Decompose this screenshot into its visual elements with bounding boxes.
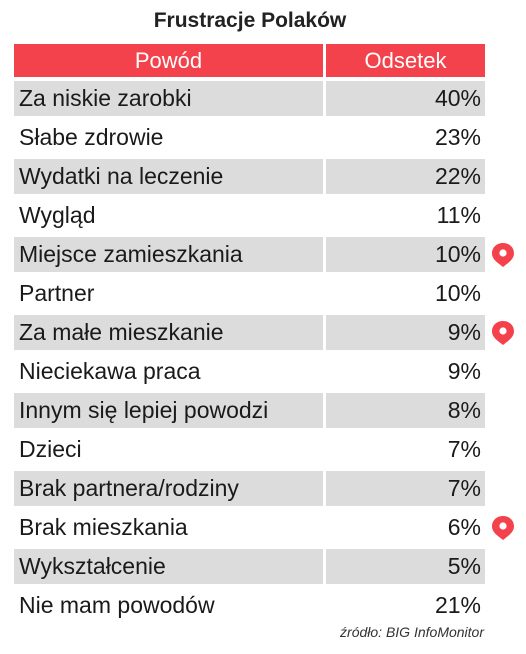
- reason-cell: Wygląd: [19, 202, 96, 228]
- percent-cell: 23%: [434, 124, 481, 150]
- reason-cell: Brak mieszkania: [19, 514, 188, 540]
- location-pin-icon: [492, 321, 514, 345]
- reason-cell: Słabe zdrowie: [19, 124, 164, 150]
- table-row: Wygląd 11%: [14, 198, 485, 233]
- percent-cell: 8%: [326, 393, 485, 428]
- reason-cell: Wykształcenie: [14, 549, 323, 584]
- source-note: źródło: BIG InfoMonitor: [340, 624, 484, 640]
- reason-cell: Innym się lepiej powodzi: [14, 393, 323, 428]
- reason-cell: Brak partnera/rodziny: [14, 471, 323, 506]
- reason-cell: Partner: [19, 280, 95, 306]
- percent-cell: 10%: [434, 280, 481, 306]
- percent-cell: 11%: [436, 202, 481, 228]
- percent-cell: 7%: [447, 436, 481, 462]
- percent-cell: 6%: [447, 514, 481, 540]
- percent-cell: 21%: [434, 592, 481, 618]
- table-row: Za małe mieszkanie 9%: [14, 315, 514, 350]
- table-row: Wykształcenie 5%: [14, 549, 485, 584]
- table-row: Innym się lepiej powodzi 8%: [14, 393, 485, 428]
- table-row: Brak partnera/rodziny 7%: [14, 471, 485, 506]
- table-row: Nie mam powodów 21%: [14, 588, 485, 623]
- table-row: Za niskie zarobki 40%: [14, 81, 485, 116]
- location-pin-icon: [492, 243, 514, 267]
- frustrations-table: Powód Odsetek Za niskie zarobki 40% Słabe …: [14, 44, 514, 623]
- percent-cell: 40%: [326, 81, 485, 116]
- percent-cell: 7%: [326, 471, 485, 506]
- table-row: Miejsce zamieszkania 10%: [14, 237, 514, 272]
- location-pin-icon: [492, 516, 514, 540]
- chart-title: Frustracje Polaków: [153, 9, 347, 32]
- percent-cell: 9%: [326, 315, 485, 350]
- reason-cell: Wydatki na leczenie: [14, 159, 323, 194]
- table-row: Wydatki na leczenie 22%: [14, 159, 485, 194]
- table-row: Dzieci 7%: [14, 432, 485, 467]
- reason-cell: Nie mam powodów: [19, 592, 215, 618]
- reason-cell: Miejsce zamieszkania: [14, 237, 323, 272]
- reason-cell: Za niskie zarobki: [14, 81, 323, 116]
- table-row: Partner 10%: [14, 276, 485, 311]
- table-row: Słabe zdrowie 23%: [14, 120, 485, 155]
- table-row: Nieciekawa praca 9%: [14, 354, 485, 389]
- reason-cell: Dzieci: [19, 436, 82, 462]
- table-header: Powód Odsetek: [14, 44, 485, 77]
- table-body: Za niskie zarobki 40% Słabe zdrowie 23% Wyda…: [14, 81, 514, 623]
- reason-cell: Za małe mieszkanie: [14, 315, 323, 350]
- percent-cell: 10%: [326, 237, 485, 272]
- percent-cell: 22%: [326, 159, 485, 194]
- column-header-reason: Powód: [14, 44, 323, 77]
- column-header-percent: Odsetek: [326, 44, 485, 77]
- reason-cell: Nieciekawa praca: [19, 358, 201, 384]
- percent-cell: 9%: [447, 358, 481, 384]
- percent-cell: 5%: [326, 549, 485, 584]
- table-row: Brak mieszkania 6%: [14, 510, 514, 545]
